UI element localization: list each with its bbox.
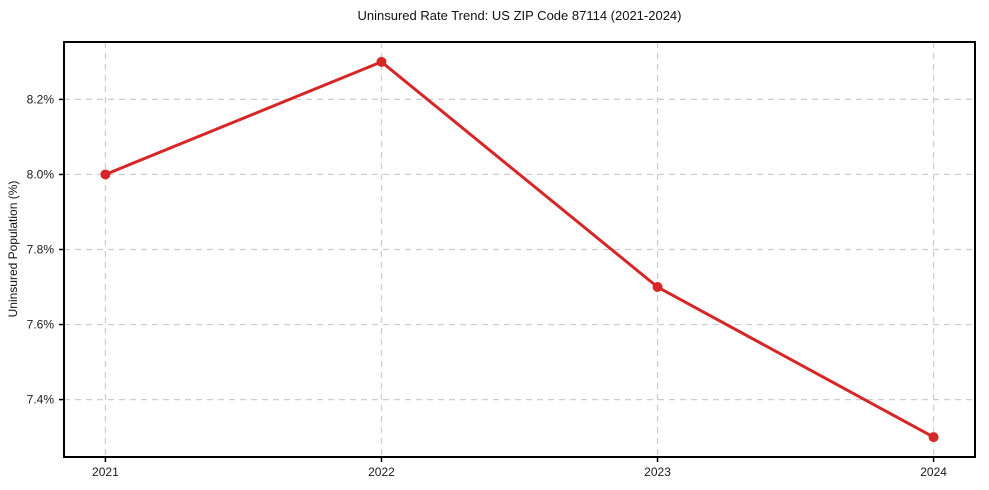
data-point bbox=[652, 282, 663, 293]
x-tick-label: 2023 bbox=[644, 465, 671, 479]
x-tick-label: 2024 bbox=[920, 465, 947, 479]
y-tick-label: 7.8% bbox=[27, 243, 55, 257]
data-line bbox=[103, 60, 936, 439]
x-tick-label: 2021 bbox=[92, 465, 119, 479]
y-tick-label: 7.4% bbox=[27, 393, 55, 407]
data-point bbox=[928, 432, 939, 443]
data-point bbox=[376, 56, 387, 67]
y-tick-label: 8.0% bbox=[27, 167, 55, 181]
chart-title: Uninsured Rate Trend: US ZIP Code 87114 … bbox=[357, 8, 682, 23]
x-tick-label: 2022 bbox=[368, 465, 395, 479]
y-tick-label: 7.6% bbox=[27, 318, 55, 332]
data-point bbox=[100, 169, 111, 180]
y-tick-label: 8.2% bbox=[27, 92, 55, 106]
